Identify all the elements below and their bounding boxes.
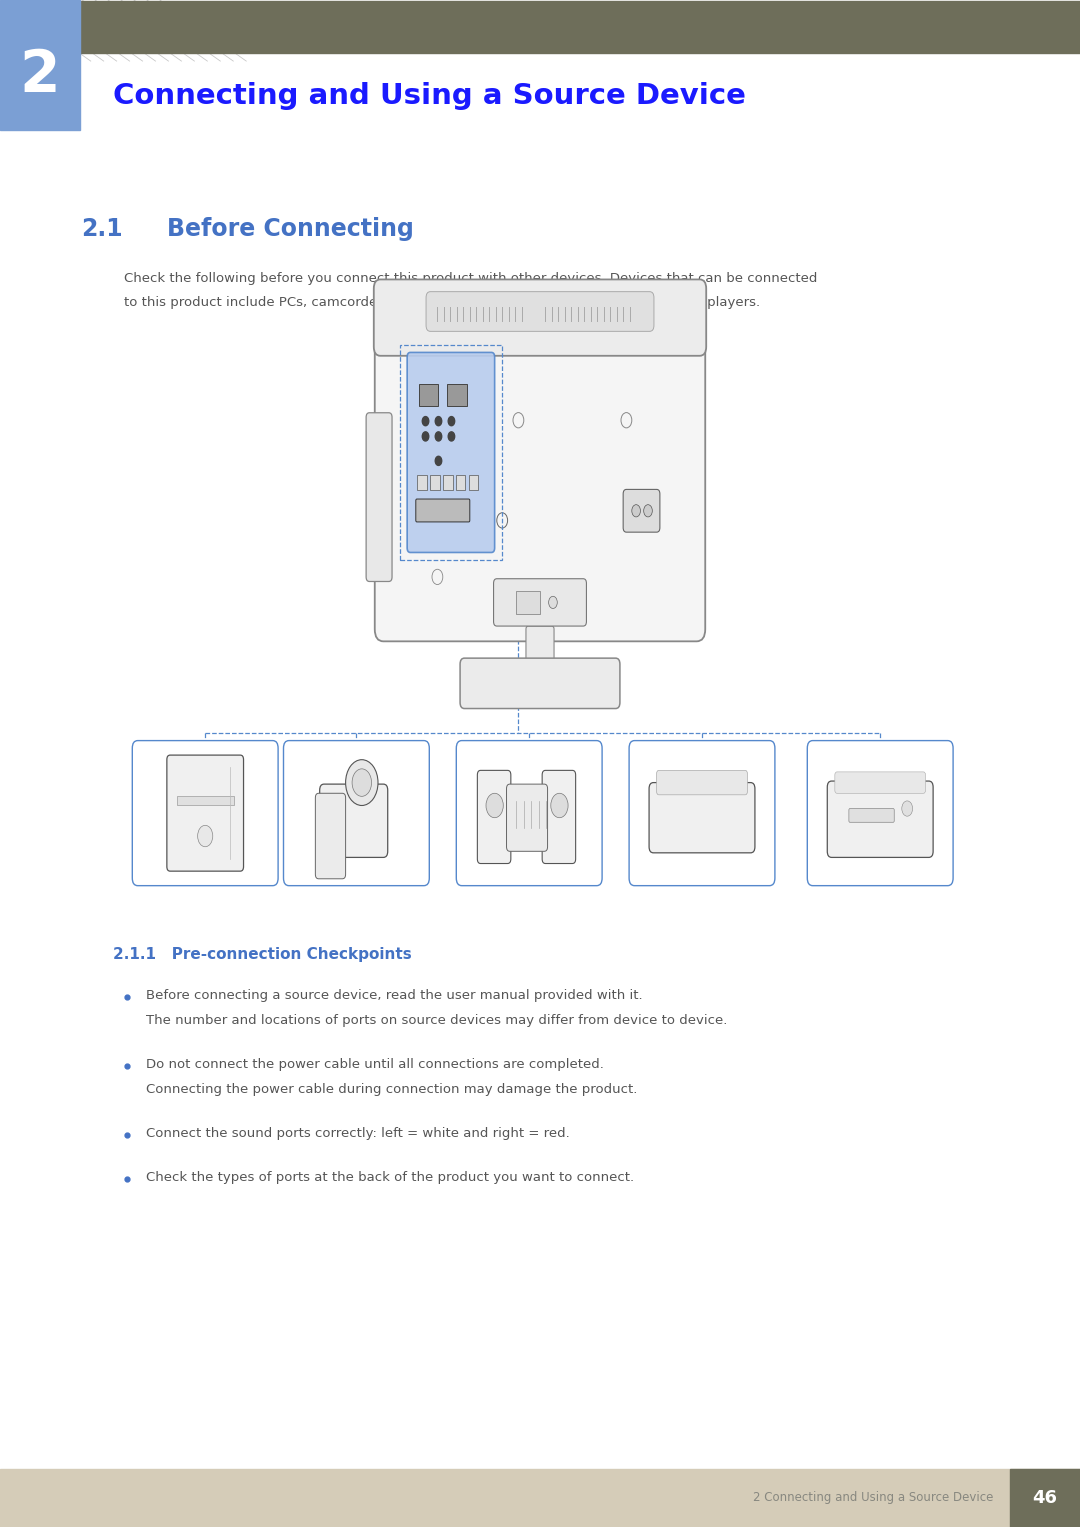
FancyBboxPatch shape	[835, 773, 926, 794]
FancyBboxPatch shape	[542, 770, 576, 864]
Text: The number and locations of ports on source devices may differ from device to de: The number and locations of ports on sou…	[146, 1014, 727, 1028]
FancyBboxPatch shape	[807, 741, 953, 886]
FancyBboxPatch shape	[133, 741, 279, 886]
FancyBboxPatch shape	[366, 412, 392, 582]
FancyBboxPatch shape	[320, 785, 388, 858]
FancyBboxPatch shape	[374, 279, 706, 356]
FancyBboxPatch shape	[407, 353, 495, 553]
Bar	[417, 475, 427, 490]
Circle shape	[497, 513, 508, 528]
FancyBboxPatch shape	[649, 783, 755, 852]
Circle shape	[549, 596, 557, 608]
Circle shape	[621, 412, 632, 428]
Text: Before Connecting: Before Connecting	[167, 217, 415, 241]
FancyBboxPatch shape	[283, 741, 430, 886]
Circle shape	[422, 432, 429, 441]
FancyBboxPatch shape	[827, 782, 933, 858]
Text: Connecting the power cable during connection may damage the product.: Connecting the power cable during connec…	[146, 1083, 637, 1096]
Bar	[0, 0, 80, 130]
FancyBboxPatch shape	[623, 489, 660, 531]
Bar	[400, 345, 502, 560]
FancyBboxPatch shape	[375, 327, 705, 641]
FancyBboxPatch shape	[477, 770, 511, 864]
Text: Check the types of ports at the back of the product you want to connect.: Check the types of ports at the back of …	[146, 1171, 634, 1185]
Text: Connect the sound ports correctly: left = white and right = red.: Connect the sound ports correctly: left …	[146, 1127, 569, 1141]
Circle shape	[432, 570, 443, 585]
Bar	[0, 0, 1080, 52]
Circle shape	[632, 504, 640, 516]
FancyBboxPatch shape	[526, 626, 554, 670]
Text: Connecting and Using a Source Device: Connecting and Using a Source Device	[113, 82, 746, 110]
Bar	[1010, 1469, 1080, 1527]
Circle shape	[902, 800, 913, 815]
Text: 2: 2	[19, 47, 60, 104]
FancyBboxPatch shape	[315, 794, 346, 878]
FancyBboxPatch shape	[507, 785, 548, 852]
Circle shape	[352, 768, 372, 797]
Bar	[443, 475, 453, 490]
Text: Check the following before you connect this product with other devices. Devices : Check the following before you connect t…	[124, 272, 818, 286]
Bar	[516, 591, 540, 614]
Text: Before connecting a source device, read the user manual provided with it.: Before connecting a source device, read …	[146, 989, 643, 1003]
FancyBboxPatch shape	[416, 499, 470, 522]
FancyBboxPatch shape	[166, 754, 244, 870]
Circle shape	[486, 794, 503, 818]
FancyBboxPatch shape	[657, 770, 747, 794]
Circle shape	[435, 417, 442, 426]
Circle shape	[435, 432, 442, 441]
Bar	[177, 797, 234, 806]
Text: 2 Connecting and Using a Source Device: 2 Connecting and Using a Source Device	[753, 1492, 994, 1504]
FancyBboxPatch shape	[457, 741, 603, 886]
Bar	[456, 475, 465, 490]
Circle shape	[422, 417, 429, 426]
FancyBboxPatch shape	[426, 292, 654, 331]
Bar	[419, 385, 438, 406]
Circle shape	[523, 596, 531, 608]
FancyBboxPatch shape	[460, 658, 620, 709]
Circle shape	[513, 412, 524, 428]
Text: 2.1: 2.1	[81, 217, 123, 241]
Circle shape	[448, 417, 455, 426]
Circle shape	[346, 759, 378, 806]
Bar	[0, 1469, 1080, 1527]
Bar	[447, 385, 467, 406]
Bar	[469, 475, 478, 490]
FancyBboxPatch shape	[849, 809, 894, 822]
Circle shape	[435, 457, 442, 466]
FancyBboxPatch shape	[494, 579, 586, 626]
Text: 46: 46	[1032, 1489, 1057, 1507]
Text: 2.1.1   Pre-connection Checkpoints: 2.1.1 Pre-connection Checkpoints	[113, 947, 413, 962]
Circle shape	[198, 825, 213, 846]
Text: Do not connect the power cable until all connections are completed.: Do not connect the power cable until all…	[146, 1058, 604, 1072]
Circle shape	[644, 504, 652, 516]
Circle shape	[448, 432, 455, 441]
Text: to this product include PCs, camcorders, speakers, set top boxes and DVD/Blu-ray: to this product include PCs, camcorders,…	[124, 296, 760, 310]
Bar	[430, 475, 440, 490]
Circle shape	[551, 794, 568, 818]
FancyBboxPatch shape	[629, 741, 775, 886]
